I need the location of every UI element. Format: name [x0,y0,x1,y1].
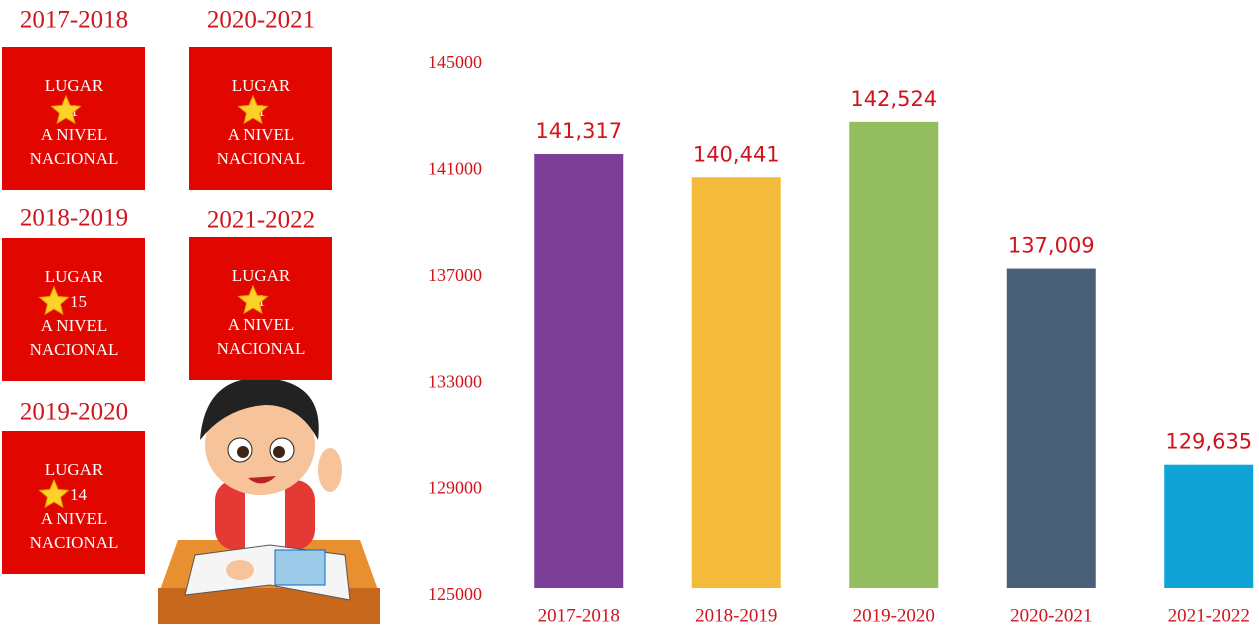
card-lugar: LUGAR [45,76,104,95]
card-rank: 15 [70,292,87,311]
card-line: NACIONAL [217,149,306,168]
card-line: NACIONAL [217,339,306,358]
card-lugar: LUGAR [232,76,291,95]
card-lugar: LUGAR [232,266,291,285]
card-title: 2021-2022 [207,207,315,234]
card-line: A NIVEL [228,315,295,334]
card-line: A NIVEL [41,509,108,528]
card-line: NACIONAL [30,340,119,359]
card-line: NACIONAL [30,149,119,168]
card-line: A NIVEL [41,125,108,144]
card-rank: 14 [70,485,88,504]
y-tick-label: 125000 [428,584,482,604]
x-tick-label: 2020-2021 [1010,605,1092,626]
value-label: 129,635 [1165,430,1252,454]
x-tick-label: 2021-2022 [1168,605,1250,626]
card-line: A NIVEL [41,316,108,335]
card-title: 2018-2019 [20,205,128,232]
value-label: 140,441 [693,142,780,166]
page: 2017-2018LUGAR1A NIVELNACIONAL2020-2021L… [0,0,1259,629]
value-label: 142,524 [850,87,937,111]
bar [1164,465,1253,588]
bar [849,122,938,588]
card-line: NACIONAL [30,533,119,552]
y-tick-label: 145000 [428,52,482,72]
x-tick-label: 2017-2018 [538,605,620,626]
y-tick-label: 133000 [428,371,482,391]
bar [692,177,781,588]
bar [1007,269,1096,588]
card-lugar: LUGAR [45,267,104,286]
boy-illustration [158,378,380,624]
x-tick-label: 2018-2019 [695,605,777,626]
card-lugar: LUGAR [45,460,104,479]
value-label: 141,317 [535,119,622,143]
y-tick-label: 137000 [428,265,482,285]
card-line: A NIVEL [228,125,295,144]
y-tick-label: 129000 [428,478,482,498]
y-tick-label: 141000 [428,159,482,179]
card-title: 2019-2020 [20,399,128,426]
x-tick-label: 2019-2020 [853,605,935,626]
bar [534,154,623,588]
card-title: 2017-2018 [20,7,128,34]
value-label: 137,009 [1008,234,1095,258]
card-title: 2020-2021 [207,7,315,34]
